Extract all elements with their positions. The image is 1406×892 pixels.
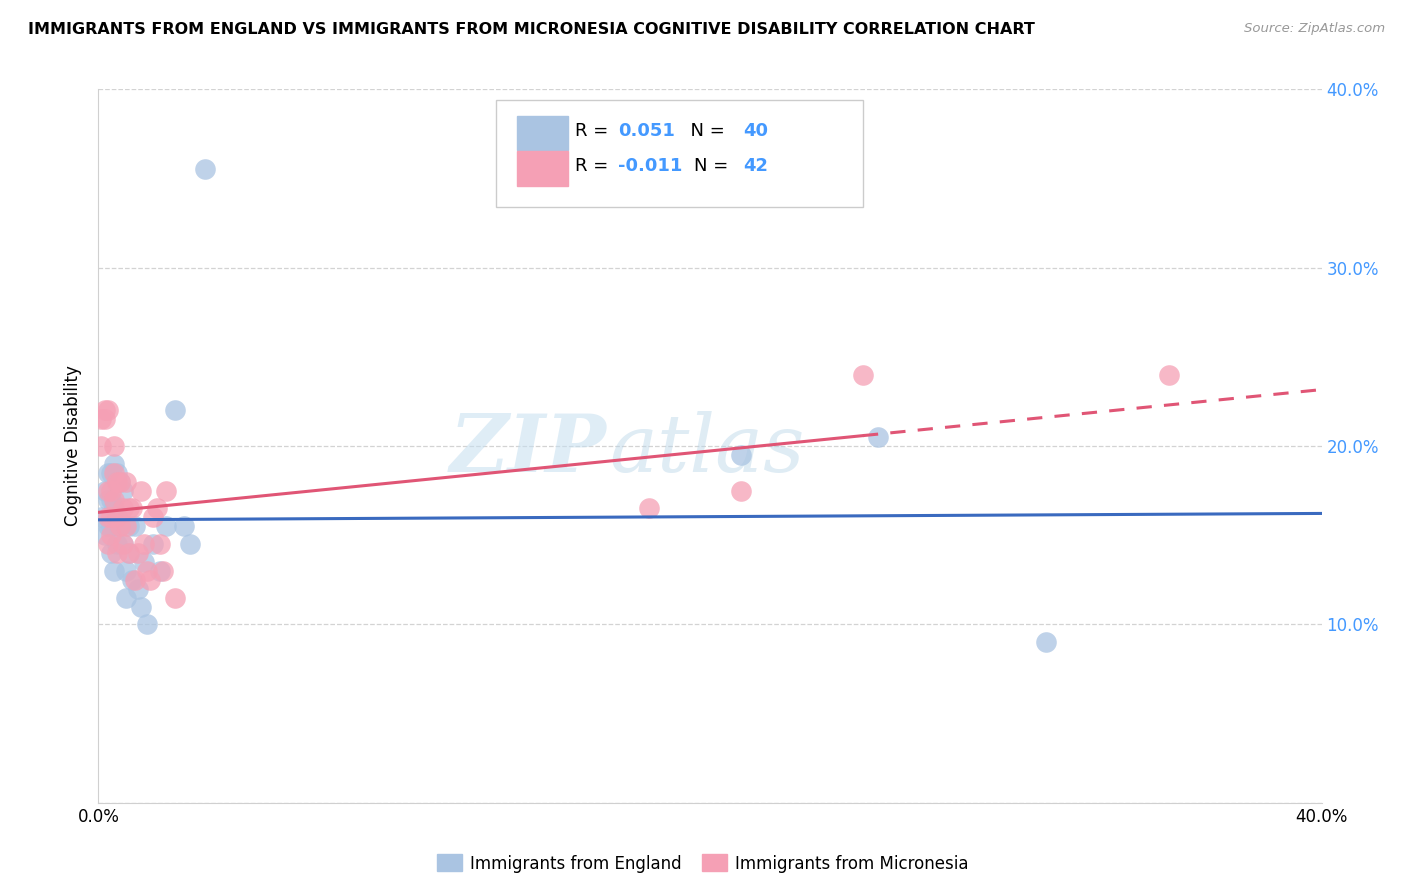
Point <box>97 537 120 551</box>
FancyBboxPatch shape <box>517 116 568 150</box>
Point <box>121 573 143 587</box>
Point <box>103 466 125 480</box>
Point <box>103 564 125 578</box>
Point <box>1035 635 1057 649</box>
Text: 40: 40 <box>742 121 768 139</box>
Point <box>194 162 217 177</box>
Point <box>149 537 172 551</box>
Point <box>155 519 177 533</box>
FancyBboxPatch shape <box>517 152 568 186</box>
Point <box>100 519 122 533</box>
Point <box>142 510 165 524</box>
Point <box>103 492 125 507</box>
Point <box>127 582 149 596</box>
Point <box>179 537 201 551</box>
Point <box>97 519 120 533</box>
Point <box>134 555 156 569</box>
Text: N =: N = <box>679 121 731 139</box>
Point <box>105 546 128 560</box>
Point <box>136 564 159 578</box>
Text: R =: R = <box>575 157 614 175</box>
Point <box>105 537 128 551</box>
Legend: Immigrants from England, Immigrants from Micronesia: Immigrants from England, Immigrants from… <box>430 847 976 880</box>
Point <box>105 466 128 480</box>
Point <box>108 475 131 489</box>
Point <box>127 546 149 560</box>
Point <box>121 501 143 516</box>
Point <box>149 564 172 578</box>
FancyBboxPatch shape <box>496 100 863 207</box>
Y-axis label: Cognitive Disability: Cognitive Disability <box>65 366 83 526</box>
Point <box>115 519 138 533</box>
Point <box>129 599 152 614</box>
Point <box>90 412 112 426</box>
Text: Source: ZipAtlas.com: Source: ZipAtlas.com <box>1244 22 1385 36</box>
Point <box>111 537 134 551</box>
Text: 42: 42 <box>742 157 768 175</box>
Point <box>134 537 156 551</box>
Point <box>97 483 120 498</box>
Point <box>139 573 162 587</box>
Point <box>90 510 112 524</box>
Point <box>93 403 115 417</box>
Point <box>103 457 125 471</box>
Point <box>97 492 120 507</box>
Point <box>155 483 177 498</box>
Point <box>118 546 141 560</box>
Point <box>103 439 125 453</box>
Point <box>111 501 134 516</box>
Point <box>145 501 167 516</box>
Text: ZIP: ZIP <box>449 411 606 488</box>
Point <box>730 483 752 498</box>
Point <box>115 475 138 489</box>
Point <box>100 546 122 560</box>
Point <box>124 573 146 587</box>
Point <box>1157 368 1180 382</box>
Text: R =: R = <box>575 121 614 139</box>
Point <box>103 501 125 516</box>
Point <box>136 617 159 632</box>
Point <box>730 448 752 462</box>
Point <box>108 519 131 533</box>
Point <box>108 475 131 489</box>
Point <box>142 537 165 551</box>
Point <box>115 564 138 578</box>
Point <box>100 528 122 542</box>
Point <box>163 591 186 605</box>
Point <box>97 466 120 480</box>
Text: atlas: atlas <box>610 411 806 488</box>
Point <box>100 466 122 480</box>
Point <box>163 403 186 417</box>
Point <box>868 430 890 444</box>
Text: IMMIGRANTS FROM ENGLAND VS IMMIGRANTS FROM MICRONESIA COGNITIVE DISABILITY CORRE: IMMIGRANTS FROM ENGLAND VS IMMIGRANTS FR… <box>28 22 1035 37</box>
Point <box>108 519 131 533</box>
Point <box>93 412 115 426</box>
Point <box>118 519 141 533</box>
Point <box>173 519 195 533</box>
Point <box>105 475 128 489</box>
Text: -0.011: -0.011 <box>619 157 683 175</box>
Point <box>111 537 134 551</box>
Text: 0.051: 0.051 <box>619 121 675 139</box>
Point <box>124 519 146 533</box>
Point <box>152 564 174 578</box>
Point <box>852 368 875 382</box>
Point <box>105 510 128 524</box>
Point <box>97 510 120 524</box>
Point <box>90 439 112 453</box>
Point <box>100 510 122 524</box>
Point <box>118 546 141 560</box>
Point <box>118 501 141 516</box>
Point <box>100 492 122 507</box>
Point <box>100 483 122 498</box>
Point <box>105 510 128 524</box>
Point <box>93 483 115 498</box>
Point <box>97 403 120 417</box>
Point <box>129 483 152 498</box>
Point <box>115 591 138 605</box>
Point <box>93 528 115 542</box>
Point <box>637 501 661 516</box>
Text: N =: N = <box>695 157 734 175</box>
Point <box>111 483 134 498</box>
